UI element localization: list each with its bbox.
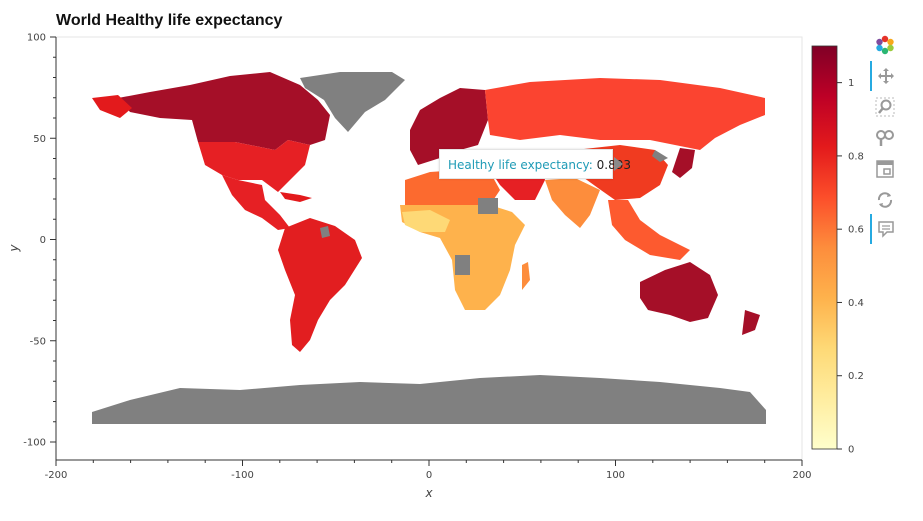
box-zoom-tool-button[interactable] bbox=[870, 92, 900, 122]
world-map[interactable] bbox=[92, 72, 766, 424]
region-north-america[interactable] bbox=[118, 72, 330, 150]
region-australia[interactable] bbox=[640, 262, 718, 322]
wheel-zoom-tool-icon bbox=[876, 130, 894, 146]
reset-tool-button[interactable] bbox=[870, 185, 900, 215]
region-se-asia[interactable] bbox=[608, 200, 690, 260]
colorbar: 0 0.2 0.4 0.6 0.8 1 bbox=[811, 45, 864, 456]
tooltip-label: Healthy life expectancy: bbox=[448, 158, 593, 172]
region-central-africa-grey[interactable] bbox=[455, 255, 470, 275]
region-greenland[interactable] bbox=[300, 72, 405, 132]
x-tick-label: -200 bbox=[45, 470, 68, 481]
save-tool-icon bbox=[876, 160, 894, 178]
region-south-america[interactable] bbox=[278, 218, 362, 352]
region-new-zealand[interactable] bbox=[742, 310, 760, 335]
region-japan[interactable] bbox=[672, 148, 695, 178]
region-central-america[interactable] bbox=[222, 175, 290, 230]
hover-tool-icon bbox=[878, 221, 894, 238]
reset-tool-icon bbox=[877, 192, 893, 208]
y-tick-label: -100 bbox=[23, 438, 46, 449]
wheel-zoom-tool-button[interactable] bbox=[870, 123, 900, 153]
hover-tooltip: Healthy life expectancy: 0.893 bbox=[439, 149, 631, 179]
tooltip-arrow-icon bbox=[614, 157, 623, 171]
region-western-europe[interactable] bbox=[410, 88, 488, 165]
colorbar-tick-label: 1 bbox=[848, 78, 854, 89]
colorbar-gradient bbox=[811, 45, 838, 450]
y-tick-label: 0 bbox=[40, 235, 46, 246]
colorbar-tick-label: 0.6 bbox=[848, 225, 864, 236]
x-tick-label: -100 bbox=[231, 470, 254, 481]
region-madagascar[interactable] bbox=[522, 262, 530, 290]
region-alaska[interactable] bbox=[92, 95, 132, 118]
x-axis-label: x bbox=[424, 486, 433, 500]
colorbar-tick-label: 0 bbox=[848, 445, 854, 456]
y-tick-label: -50 bbox=[30, 336, 46, 347]
region-usa[interactable] bbox=[198, 140, 310, 192]
colorbar-tick-label: 0.4 bbox=[848, 298, 864, 309]
region-french-guiana[interactable] bbox=[320, 226, 330, 238]
region-south-asia[interactable] bbox=[545, 178, 600, 228]
pan-tool-icon bbox=[878, 68, 894, 84]
colorbar-tick-label: 0.2 bbox=[848, 371, 864, 382]
region-caribbean[interactable] bbox=[280, 192, 312, 202]
chart-title: World Healthy life expectancy bbox=[56, 12, 283, 29]
x-tick-label: 0 bbox=[426, 470, 432, 481]
x-tick-label: 100 bbox=[606, 470, 625, 481]
colorbar-tick-label: 0.8 bbox=[848, 151, 864, 162]
x-tick-label: 200 bbox=[792, 470, 811, 481]
y-axis-label: y bbox=[7, 244, 21, 253]
hover-tool-button[interactable] bbox=[870, 214, 900, 244]
y-tick-label: 100 bbox=[27, 33, 46, 44]
region-mongolia-grey[interactable] bbox=[652, 150, 668, 162]
x-axis: -200 -100 0 100 200 x bbox=[45, 459, 812, 500]
pan-tool-button[interactable] bbox=[870, 61, 900, 91]
region-sudan-grey[interactable] bbox=[478, 198, 498, 214]
save-tool-button[interactable] bbox=[870, 154, 900, 184]
region-russia[interactable] bbox=[485, 78, 765, 150]
region-antarctica[interactable] bbox=[92, 375, 766, 424]
bokeh-logo-icon[interactable] bbox=[870, 30, 900, 60]
box-zoom-tool-icon bbox=[875, 97, 895, 117]
y-tick-label: 50 bbox=[33, 134, 46, 145]
region-west-africa[interactable] bbox=[402, 210, 450, 232]
y-axis: -100 -50 0 50 100 y bbox=[7, 33, 57, 460]
